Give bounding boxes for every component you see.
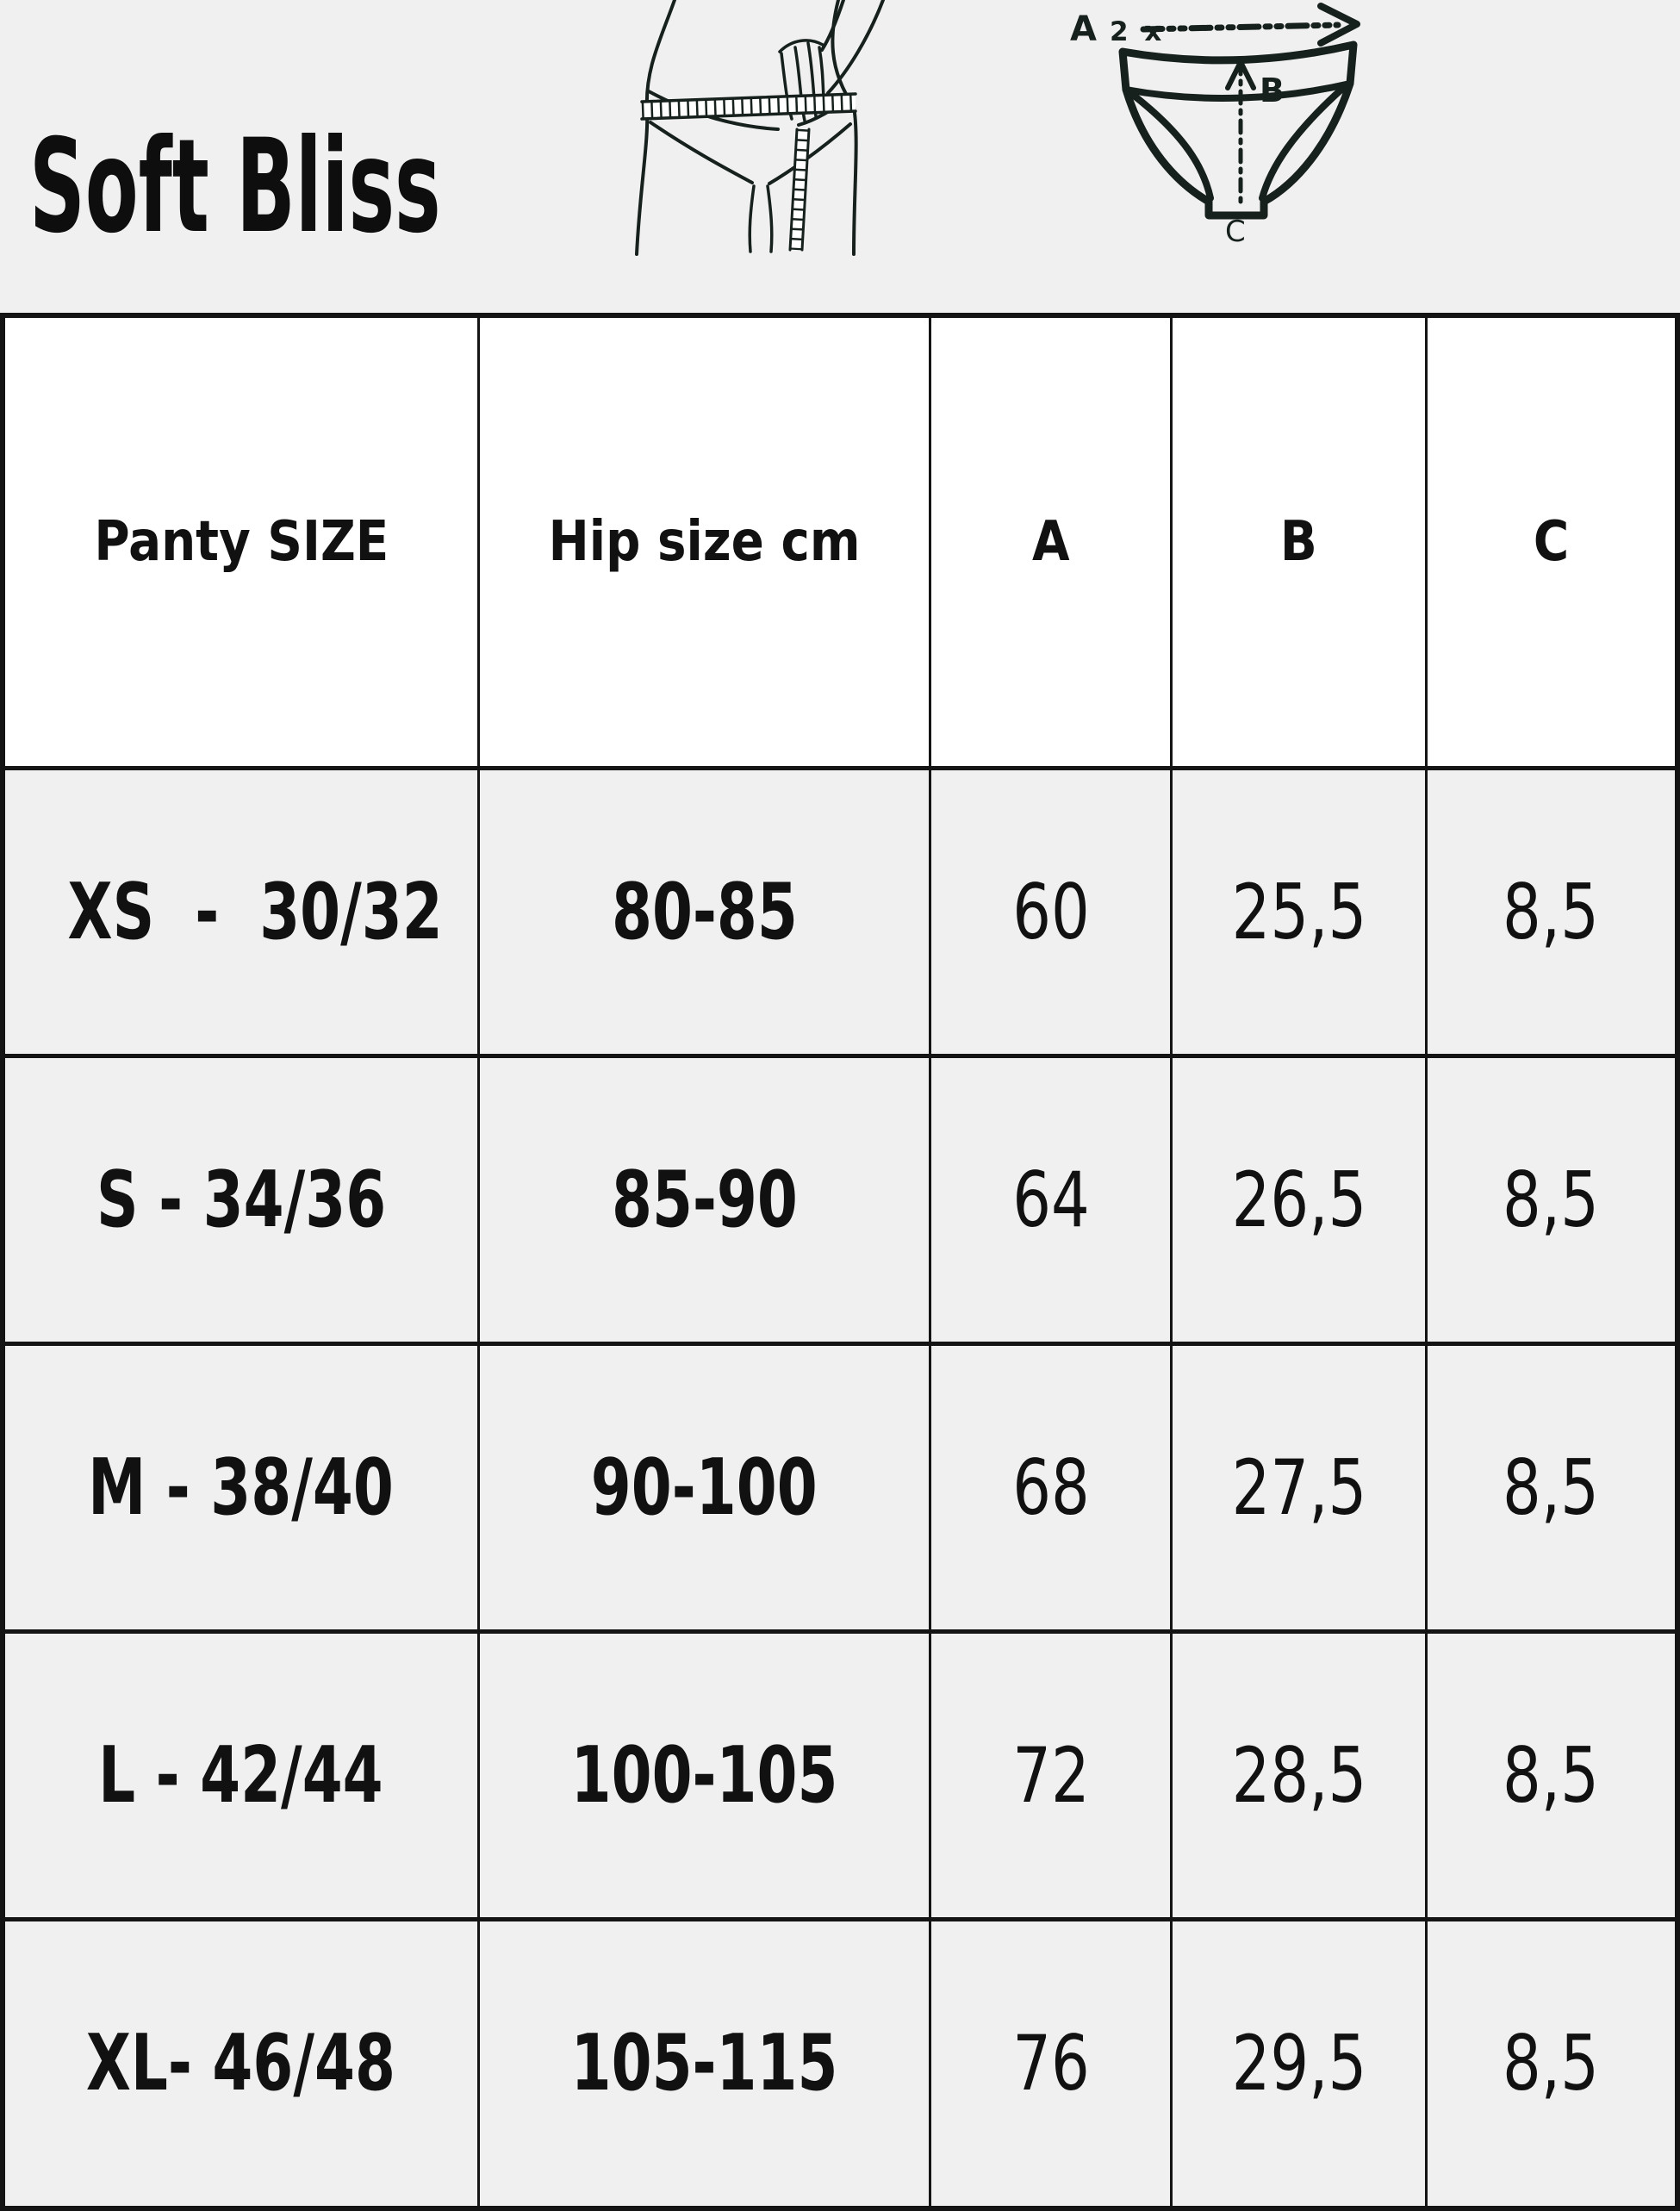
c-value: 8,5 bbox=[1503, 867, 1600, 956]
a-value: 68 bbox=[1012, 1442, 1090, 1532]
size-cell: M - 38/40 bbox=[1, 1341, 480, 1634]
size-label: M - 38/40 bbox=[88, 1442, 395, 1533]
header-row: Panty SIZE Hip size cm A B C bbox=[1, 313, 1679, 770]
diagram-label-a: A bbox=[1070, 9, 1097, 49]
b-value: 28,5 bbox=[1231, 1730, 1366, 1820]
size-label: XL- 46/48 bbox=[86, 2018, 396, 2109]
column-header-label: C bbox=[1533, 510, 1570, 574]
a-value: 76 bbox=[1012, 2019, 1090, 2108]
hip-cell: 100-105 bbox=[476, 1629, 932, 1921]
b-value: 26,5 bbox=[1231, 1155, 1366, 1244]
a-value: 72 bbox=[1012, 1730, 1090, 1820]
hip-value: 100-105 bbox=[570, 1729, 838, 1821]
c-value: 8,5 bbox=[1503, 2019, 1600, 2108]
hip-cell: 80-85 bbox=[476, 766, 932, 1058]
table-row-m: M - 38/40 90-100 68 27,5 8,5 bbox=[1, 1341, 1679, 1634]
b-value: 25,5 bbox=[1231, 867, 1366, 956]
column-header-a: A bbox=[929, 313, 1173, 770]
column-header-label: Hip size cm bbox=[548, 510, 861, 574]
hip-measurement-illustration bbox=[635, 0, 885, 256]
size-cell: S - 34/36 bbox=[1, 1053, 480, 1346]
hip-cell: 85-90 bbox=[476, 1053, 932, 1346]
c-value: 8,5 bbox=[1503, 1730, 1600, 1820]
a-cell: 76 bbox=[929, 1916, 1173, 2211]
b-cell: 29,5 bbox=[1170, 1916, 1428, 2211]
c-value: 8,5 bbox=[1503, 1442, 1600, 1532]
diagram-label-b: B bbox=[1260, 72, 1285, 109]
b-value: 27,5 bbox=[1231, 1442, 1366, 1532]
hip-value: 80-85 bbox=[611, 866, 798, 957]
hip-value: 105-115 bbox=[570, 2018, 838, 2109]
column-header-label: B bbox=[1280, 510, 1318, 574]
a-value: 64 bbox=[1012, 1155, 1090, 1244]
column-header-c: C bbox=[1424, 313, 1679, 770]
diagram-label-c: C bbox=[1225, 215, 1246, 249]
hip-cell: 90-100 bbox=[476, 1341, 932, 1634]
column-header-panty-size: Panty SIZE bbox=[1, 313, 480, 770]
hip-value: 85-90 bbox=[611, 1154, 798, 1245]
c-cell: 8,5 bbox=[1424, 1916, 1679, 2211]
table-row-xs: XS - 30/32 80-85 60 25,5 8,5 bbox=[1, 766, 1679, 1058]
a-value: 60 bbox=[1012, 867, 1090, 956]
a-cell: 72 bbox=[929, 1629, 1173, 1921]
c-cell: 8,5 bbox=[1424, 1341, 1679, 1634]
a-cell: 60 bbox=[929, 766, 1173, 1058]
column-header-label: A bbox=[1032, 510, 1070, 574]
size-label: S - 34/36 bbox=[96, 1154, 386, 1245]
column-header-label: Panty SIZE bbox=[93, 510, 389, 574]
size-table: Panty SIZE Hip size cm A B C XS - 30/32 … bbox=[0, 313, 1680, 2211]
c-cell: 8,5 bbox=[1424, 1053, 1679, 1346]
a-cell: 64 bbox=[929, 1053, 1173, 1346]
size-cell: XS - 30/32 bbox=[1, 766, 480, 1058]
a-cell: 68 bbox=[929, 1341, 1173, 1634]
b-cell: 27,5 bbox=[1170, 1341, 1428, 1634]
diagram-label-2x: 2 x bbox=[1110, 16, 1166, 47]
c-value: 8,5 bbox=[1503, 1155, 1600, 1244]
b-cell: 25,5 bbox=[1170, 766, 1428, 1058]
table-row-l: L - 42/44 100-105 72 28,5 8,5 bbox=[1, 1629, 1679, 1921]
page-title: Soft Bliss bbox=[29, 112, 441, 262]
b-cell: 26,5 bbox=[1170, 1053, 1428, 1346]
c-cell: 8,5 bbox=[1424, 766, 1679, 1058]
panty-diagram-illustration bbox=[1118, 3, 1360, 220]
size-label: L - 42/44 bbox=[98, 1729, 384, 1821]
column-header-hip-size: Hip size cm bbox=[476, 313, 932, 770]
table-row-xl: XL- 46/48 105-115 76 29,5 8,5 bbox=[1, 1916, 1679, 2211]
b-value: 29,5 bbox=[1231, 2019, 1366, 2108]
size-cell: L - 42/44 bbox=[1, 1629, 480, 1921]
column-header-b: B bbox=[1170, 313, 1428, 770]
b-cell: 28,5 bbox=[1170, 1629, 1428, 1921]
size-cell: XL- 46/48 bbox=[1, 1916, 480, 2211]
hip-value: 90-100 bbox=[591, 1442, 818, 1533]
hip-cell: 105-115 bbox=[476, 1916, 932, 2211]
table-row-s: S - 34/36 85-90 64 26,5 8,5 bbox=[1, 1053, 1679, 1346]
c-cell: 8,5 bbox=[1424, 1629, 1679, 1921]
size-label: XS - 30/32 bbox=[67, 866, 443, 957]
